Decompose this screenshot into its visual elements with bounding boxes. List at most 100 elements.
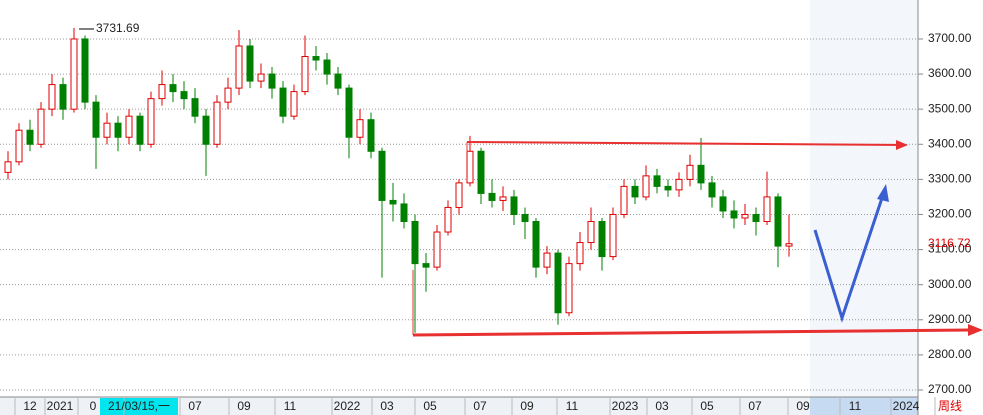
candle-body — [587, 220, 595, 244]
candle-body — [334, 73, 342, 89]
future-zone — [810, 0, 918, 415]
x-tick-label: 09 — [796, 399, 810, 413]
x-tick-label: 11 — [284, 399, 297, 413]
y-tick-label: 3400.00 — [928, 136, 972, 150]
candle-body — [763, 196, 771, 222]
candle-body — [48, 84, 56, 110]
candle-body — [620, 185, 628, 215]
candle-body — [114, 122, 122, 138]
x-tick-label: 07 — [473, 399, 487, 413]
candle-body — [81, 38, 89, 103]
candle-body — [400, 203, 408, 222]
candle-body — [609, 213, 617, 258]
x-tick-label: 03 — [655, 399, 669, 413]
y-tick-label: 3300.00 — [928, 172, 972, 186]
resistance-line — [466, 141, 901, 146]
x-tick-label: 2021 — [47, 399, 74, 413]
candle-body — [488, 192, 496, 201]
candle-body — [422, 263, 430, 268]
candle-body — [213, 101, 221, 145]
candle-body — [191, 98, 199, 117]
candle-body — [477, 150, 485, 194]
y-tick-label: 3000.00 — [928, 277, 972, 291]
candle-body — [719, 196, 727, 212]
period-label: 周线 — [938, 399, 962, 413]
candle-body — [59, 84, 67, 110]
candle-body — [224, 87, 232, 103]
candle-body — [675, 178, 683, 191]
y-tick-label: 3600.00 — [928, 66, 972, 80]
cursor-date-box — [100, 398, 178, 415]
candle-body — [290, 91, 298, 117]
x-tick-label: 09 — [237, 399, 251, 413]
candle-body — [455, 182, 463, 208]
arrow-head — [968, 324, 983, 336]
candle-body — [653, 175, 661, 187]
candle-body — [279, 87, 287, 117]
y-tick-label: 3100.00 — [928, 242, 972, 256]
candle-body — [741, 213, 749, 219]
arrow-head — [877, 184, 889, 202]
forecast-path — [813, 194, 885, 323]
y-tick-label: 3700.00 — [928, 31, 972, 45]
candle-body — [631, 185, 639, 198]
candle-body — [510, 196, 518, 215]
y-tick-label: 2900.00 — [928, 312, 972, 326]
candle-body — [686, 164, 694, 180]
candle-body — [499, 196, 507, 201]
support-line — [412, 328, 971, 337]
x-tick-label: 11 — [566, 399, 579, 413]
candle-body — [92, 101, 100, 138]
last-price: 3116.72 — [928, 236, 971, 250]
candle-body — [708, 182, 716, 198]
x-tick-label: 11 — [849, 399, 862, 413]
candle-body — [521, 213, 529, 222]
candle-body — [257, 73, 265, 82]
y-tick-label: 2800.00 — [928, 347, 972, 361]
candle-body — [664, 185, 672, 191]
candle-body — [125, 115, 133, 138]
candle-body — [697, 164, 705, 184]
candle-body — [433, 231, 441, 268]
candle-body — [268, 73, 276, 89]
candle-body — [466, 150, 474, 184]
candle-body — [411, 220, 419, 265]
candle-body — [103, 122, 111, 138]
candle-body — [70, 38, 78, 110]
candle-body — [367, 119, 375, 152]
candle-body — [752, 213, 760, 222]
x-tick-label: 0 — [90, 399, 97, 413]
x-tick-label: 2024 — [893, 399, 920, 413]
candle-body — [642, 175, 650, 198]
x-tick-label: 2023 — [612, 399, 639, 413]
candle-body — [301, 56, 309, 93]
x-tick-label: 2022 — [334, 399, 361, 413]
candle-body — [136, 115, 144, 145]
x-tick-label: 05 — [700, 399, 714, 413]
x-tick-label: 03 — [380, 399, 394, 413]
candle-body — [444, 206, 452, 233]
candle-body — [356, 119, 364, 138]
candle-body — [15, 129, 23, 163]
x-tick-label: 12 — [23, 399, 37, 413]
candle-body — [543, 252, 551, 268]
x-tick-label: 09 — [520, 399, 534, 413]
y-tick-label: 3200.00 — [928, 207, 972, 221]
candle-body — [554, 252, 562, 314]
candle-body — [4, 161, 12, 173]
candle-body — [598, 220, 606, 258]
x-tick-label: 21/03/15,一 — [108, 399, 170, 413]
candle-body — [202, 115, 210, 145]
candle-body — [576, 242, 584, 265]
candle-body — [532, 220, 540, 268]
candle-body — [565, 263, 573, 314]
candle-body — [37, 108, 45, 145]
candle-body — [180, 91, 188, 100]
candle-body — [26, 129, 34, 145]
candle-body — [389, 199, 397, 205]
candle-body — [774, 196, 782, 247]
candle-body — [147, 98, 155, 145]
candle-body — [169, 84, 177, 93]
candle-body — [378, 150, 386, 201]
